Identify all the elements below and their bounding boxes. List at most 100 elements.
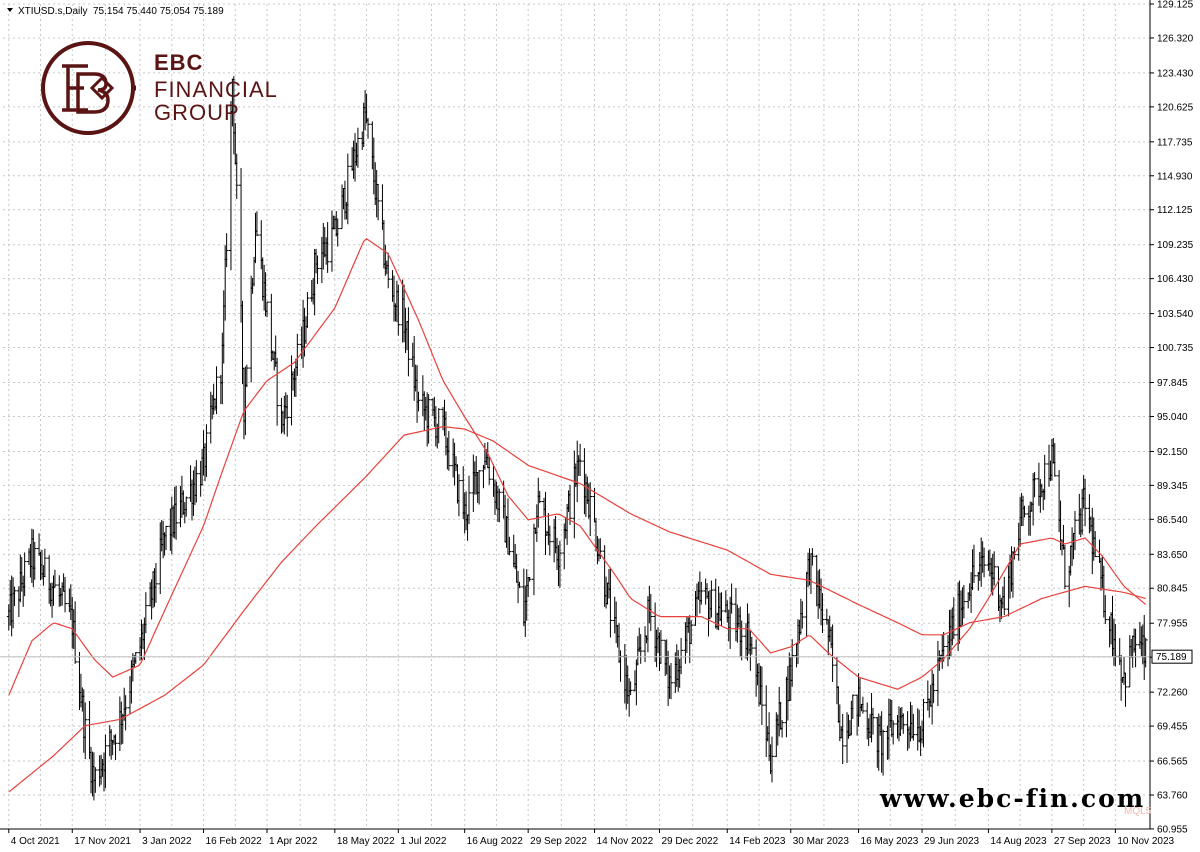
ohlc-bar [527, 577, 532, 582]
x-tick-label: 16 Aug 2022 [467, 836, 524, 847]
x-tick-label: 29 Dec 2022 [661, 836, 718, 847]
ohlc-bar [32, 541, 37, 580]
ohlc-bar [840, 714, 845, 765]
y-tick-label: 103.540 [1157, 309, 1194, 320]
ohlc-bar [355, 127, 360, 168]
ohlc-bar [376, 184, 381, 221]
ohlc-bar [1032, 471, 1037, 498]
moving-averages [8, 238, 1147, 793]
ohlc-bar [689, 620, 694, 644]
moving-average-slow [8, 426, 1146, 793]
ohlc-bar [1072, 511, 1077, 551]
header-triangle-icon [7, 8, 13, 12]
y-tick-label: 77.955 [1157, 619, 1188, 630]
y-tick-label: 80.845 [1157, 584, 1188, 595]
ohlc-bar [52, 569, 57, 588]
x-tick-label: 1 Apr 2022 [269, 836, 318, 847]
y-tick-label: 72.260 [1157, 688, 1188, 699]
ohlc-bar [396, 285, 401, 336]
ohlc-bar [406, 307, 411, 377]
x-tick-label: 27 Sep 2023 [1054, 836, 1111, 847]
ohlc-bar [598, 538, 603, 560]
ohlc-bar [982, 547, 987, 578]
ohlc-bar [769, 736, 774, 783]
y-tick-label: 97.845 [1157, 378, 1188, 389]
y-tick-label: 129.125 [1157, 0, 1194, 11]
y-tick-label: 66.565 [1157, 757, 1188, 768]
ohlc-bar [63, 577, 68, 613]
ohlc-bar [164, 525, 169, 551]
ohlc-bar [224, 233, 229, 268]
ohlc-bar [275, 357, 280, 426]
chart-header: XTIUSD.s,Daily 75.154 75.440 75.054 75.1… [7, 6, 224, 17]
ebc-monogram-icon [41, 41, 136, 135]
y-tick-label: 95.040 [1157, 412, 1188, 423]
y-tick-label: 86.540 [1157, 515, 1188, 526]
y-tick-label: 109.235 [1157, 240, 1194, 251]
x-tick-label: 1 Jul 2022 [400, 836, 447, 847]
brand-subtitle-1: FINANCIAL [154, 77, 278, 102]
ohlc-bar [901, 713, 906, 734]
ohlc-bar [961, 584, 966, 619]
ohlc-bar [153, 563, 158, 603]
header-ohlc: 75.154 75.440 75.054 75.189 [93, 6, 224, 17]
x-tick-label: 14 Nov 2022 [597, 836, 654, 847]
ohlc-bar [12, 586, 17, 607]
ohlc-bar [42, 548, 47, 578]
ohlc-bar [739, 620, 744, 661]
ohlc-bar [628, 681, 633, 696]
ohlc-bar [992, 551, 997, 586]
ohlc-bar [699, 581, 704, 605]
ohlc-bar [578, 443, 583, 477]
grid [3, 3, 1150, 830]
ohlc-bar [285, 394, 290, 437]
current-price-tag-box [1151, 649, 1193, 664]
x-tick-label: 30 Mar 2023 [793, 836, 850, 847]
ohlc-bar [891, 720, 896, 745]
ohlc-bar [1093, 531, 1098, 558]
ohlc-bar [537, 490, 542, 504]
ohlc-bar [194, 460, 199, 503]
brand-url-watermark: www.ebc-fin.com [880, 784, 1146, 813]
ohlc-bar [1143, 637, 1148, 668]
ohlc-bar [1022, 505, 1027, 518]
brand-subtitle-2: GROUP [154, 100, 240, 125]
x-tick-label: 29 Jun 2023 [924, 836, 979, 847]
ohlc-bar [93, 767, 98, 793]
ohlc-bar [1083, 478, 1088, 527]
current-price-label: 75.189 [1156, 652, 1187, 663]
ohlc-bar [1103, 595, 1108, 624]
ohlc-bar [911, 714, 916, 741]
ohlc-bar [1052, 443, 1057, 477]
ohlc-bar [113, 734, 118, 761]
moving-average-fast [8, 238, 1147, 696]
ohlc-bar [103, 734, 108, 789]
ohlc-bar [921, 698, 926, 748]
ohlc-bar [759, 666, 764, 726]
ebc-logo: EBC FINANCIAL GROUP [40, 40, 280, 136]
ohlc-bar [254, 211, 259, 237]
ohlc-bar [557, 540, 562, 588]
ohlc-bar [143, 592, 148, 634]
y-tick-label: 117.735 [1157, 137, 1193, 148]
ohlc-bar [416, 391, 421, 412]
y-tick-label: 112.125 [1157, 205, 1193, 216]
y-tick-label: 123.430 [1157, 68, 1194, 79]
ohlc-bar [345, 153, 350, 225]
ohlc-bar [547, 525, 552, 556]
ohlc-bar [588, 482, 593, 537]
ohlc-bar [719, 592, 724, 626]
ohlc-bar [426, 394, 431, 444]
ohlc-bar [1133, 628, 1138, 668]
x-tick-label: 29 Sep 2022 [530, 836, 587, 847]
ohlc-bar [810, 548, 815, 566]
x-tick-label: 14 Aug 2023 [990, 836, 1047, 847]
x-tick-label: 14 Feb 2023 [729, 836, 786, 847]
ohlc-bar [487, 457, 492, 485]
y-tick-label: 106.430 [1157, 274, 1194, 285]
ohlc-bar [608, 567, 613, 638]
ohlc-bar [244, 364, 249, 388]
ohlc-bar [749, 636, 754, 655]
ohlc-bar [133, 651, 138, 664]
ohlc-bar [830, 624, 835, 682]
